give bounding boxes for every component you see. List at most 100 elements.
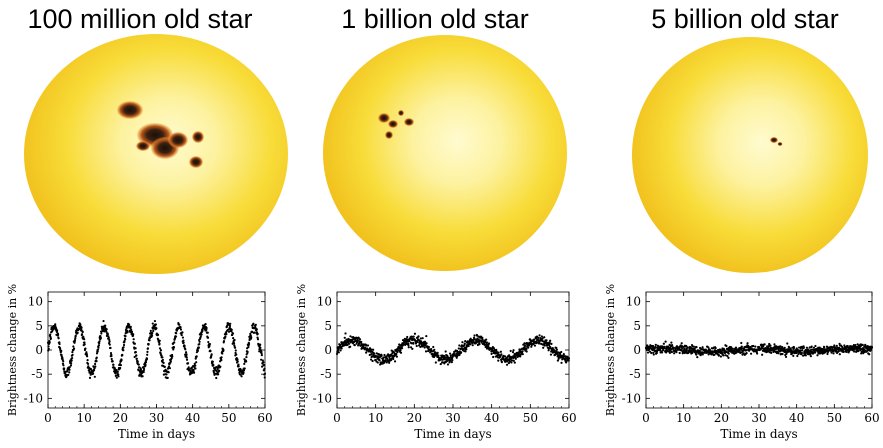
x-tick-label: 0 xyxy=(333,411,341,425)
data-point xyxy=(198,342,201,346)
data-point xyxy=(340,347,343,350)
data-point xyxy=(110,357,113,361)
data-point xyxy=(96,350,99,353)
data-point xyxy=(172,348,175,351)
data-point xyxy=(260,358,263,361)
data-point xyxy=(423,346,426,349)
data-point xyxy=(548,341,551,344)
data-point xyxy=(74,337,77,340)
data-point xyxy=(545,339,548,342)
data-point xyxy=(182,339,185,342)
data-point xyxy=(86,362,90,366)
data-point xyxy=(465,348,468,351)
data-point xyxy=(142,367,146,371)
data-points xyxy=(335,332,571,366)
data-point xyxy=(461,341,464,344)
data-point xyxy=(761,353,764,356)
data-point xyxy=(483,343,486,346)
data-points xyxy=(46,319,267,380)
y-tick-label: -5 xyxy=(629,367,641,381)
data-point xyxy=(70,359,73,362)
data-point xyxy=(517,352,521,355)
data-point xyxy=(767,349,770,352)
data-point xyxy=(237,365,240,368)
data-point xyxy=(163,365,166,368)
data-point xyxy=(55,327,58,330)
data-point xyxy=(121,354,124,357)
data-point xyxy=(371,355,374,358)
data-point xyxy=(701,353,704,356)
data-point xyxy=(72,347,76,350)
data-point xyxy=(508,354,511,357)
data-point xyxy=(530,345,533,348)
data-point xyxy=(449,354,452,357)
data-point xyxy=(556,359,560,362)
data-point xyxy=(48,341,51,344)
data-point xyxy=(236,358,239,361)
data-point xyxy=(88,369,91,373)
data-point xyxy=(47,345,50,348)
data-point xyxy=(567,359,570,362)
data-point xyxy=(243,367,246,370)
data-point xyxy=(504,355,507,358)
data-point xyxy=(680,342,683,345)
data-point xyxy=(205,326,208,330)
data-point xyxy=(425,342,428,345)
data-point xyxy=(102,328,106,331)
data-point xyxy=(823,346,826,349)
data-point xyxy=(134,351,137,354)
data-point xyxy=(151,331,154,335)
data-point xyxy=(94,365,97,368)
data-point xyxy=(740,341,743,345)
data-point xyxy=(214,372,217,375)
data-point xyxy=(455,356,458,359)
data-point xyxy=(395,355,398,358)
data-point xyxy=(144,363,147,366)
data-point xyxy=(370,353,373,356)
data-point xyxy=(726,354,729,358)
data-point xyxy=(230,328,233,331)
data-point xyxy=(457,347,460,350)
x-tick-label: 60 xyxy=(864,411,879,425)
data-point xyxy=(509,349,512,353)
data-point xyxy=(497,351,500,354)
data-point xyxy=(471,344,474,347)
data-point xyxy=(71,350,74,354)
data-point xyxy=(171,355,174,358)
data-point xyxy=(348,342,351,345)
data-point xyxy=(165,373,168,376)
data-point xyxy=(349,335,352,338)
data-point xyxy=(130,328,133,332)
data-point xyxy=(565,361,568,364)
data-point xyxy=(343,343,346,347)
data-point xyxy=(83,343,86,346)
data-point xyxy=(132,338,135,341)
data-point xyxy=(650,351,653,355)
data-point xyxy=(93,367,96,370)
data-point xyxy=(85,352,88,356)
data-point xyxy=(371,359,374,363)
data-point xyxy=(652,351,655,354)
data-point xyxy=(145,357,149,361)
data-point xyxy=(189,370,192,373)
data-point xyxy=(195,355,198,358)
data-point xyxy=(443,357,446,361)
data-point xyxy=(178,323,181,326)
data-point xyxy=(510,361,513,364)
data-point xyxy=(863,349,867,352)
data-point xyxy=(206,331,209,334)
data-point xyxy=(196,349,199,352)
data-point xyxy=(225,332,228,336)
y-tick-label: 0 xyxy=(35,343,43,357)
data-point xyxy=(870,346,874,349)
data-point xyxy=(388,361,391,364)
data-point xyxy=(378,356,381,359)
data-point xyxy=(717,354,721,357)
data-point xyxy=(71,353,74,356)
data-point xyxy=(439,362,442,366)
data-point xyxy=(464,350,467,353)
data-point xyxy=(681,347,684,350)
data-point xyxy=(658,348,662,351)
data-point xyxy=(335,352,339,356)
data-point xyxy=(421,345,425,348)
